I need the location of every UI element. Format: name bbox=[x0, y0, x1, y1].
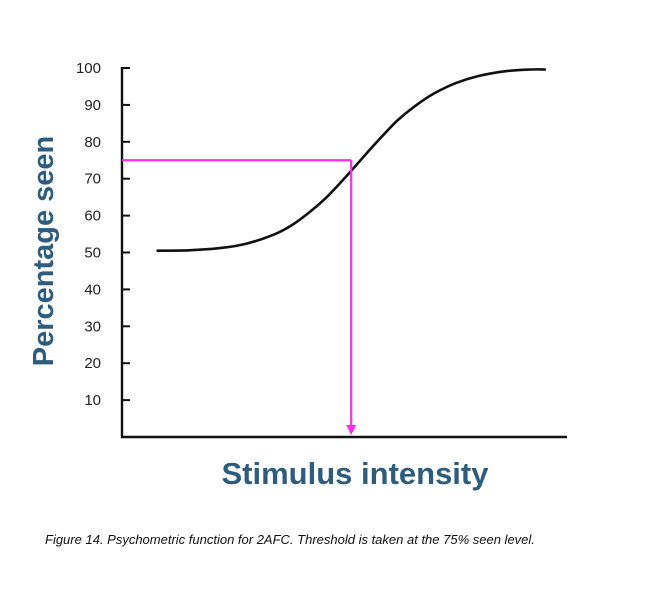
y-tick-label: 10 bbox=[84, 392, 101, 409]
y-tick-label: 90 bbox=[84, 97, 101, 114]
y-tick-label: 40 bbox=[84, 281, 101, 298]
y-tick-label: 20 bbox=[84, 355, 101, 372]
x-axis-title: Stimulus intensity bbox=[222, 456, 490, 491]
threshold-arrowhead bbox=[346, 425, 357, 435]
y-tick-label: 50 bbox=[84, 245, 101, 262]
figure-caption: Figure 14. Psychometric function for 2AF… bbox=[45, 532, 535, 547]
y-axis-title: Percentage seen bbox=[28, 136, 60, 367]
y-tick-label: 70 bbox=[84, 171, 101, 188]
y-tick-label: 30 bbox=[84, 318, 101, 335]
psychometric-chart: Percentage seen Stimulus intensity 10 20 3… bbox=[28, 60, 567, 491]
y-tick-label: 80 bbox=[84, 134, 101, 151]
y-tick-label: 60 bbox=[84, 208, 101, 225]
y-tick-label: 100 bbox=[76, 60, 101, 77]
psychometric-curve bbox=[156, 68, 547, 252]
